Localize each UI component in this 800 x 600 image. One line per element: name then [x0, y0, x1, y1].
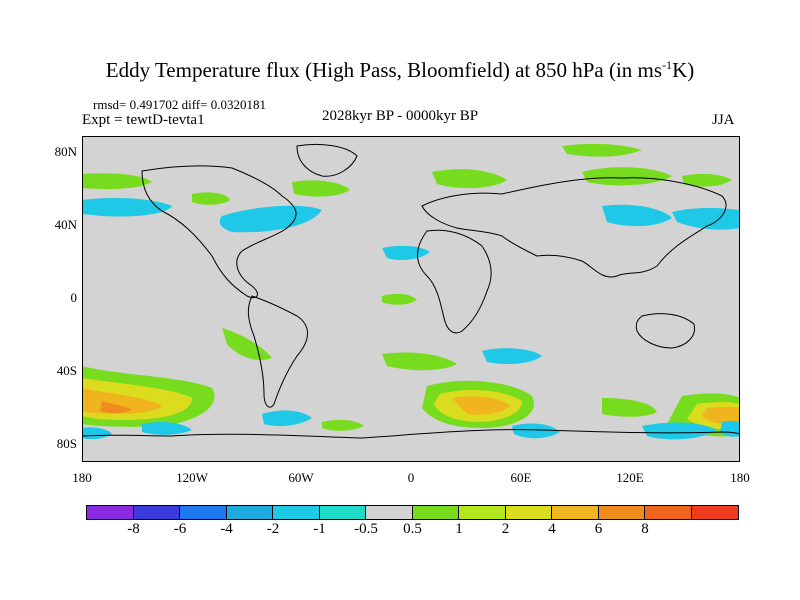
lon-label-0: 0 [407, 470, 415, 485]
colorbar-swatch [645, 506, 692, 519]
lat-label-0: 0 [70, 290, 78, 305]
colorbar-label: 8 [641, 521, 649, 537]
season-label: JJA [712, 112, 735, 128]
experiment-label: Expt = tewtD-tevta1 [82, 112, 205, 128]
negative-flux-patches [82, 198, 740, 440]
colorbar-label: -4 [220, 521, 233, 537]
lon-label-180w: 180 [72, 470, 92, 485]
period-label: 2028kyr BP - 0000kyr BP [322, 108, 479, 124]
lon-label-120w: 120W [176, 470, 208, 485]
colorbar [86, 505, 739, 520]
map-field [82, 143, 740, 440]
colorbar-swatch [598, 506, 645, 519]
lon-label-120e: 120E [616, 470, 644, 485]
colorbar-swatch [226, 506, 273, 519]
positive-flux-patches [82, 143, 732, 431]
lon-label-180e: 180 [730, 470, 750, 485]
colorbar-label: 2 [501, 521, 510, 537]
coastlines [82, 143, 740, 439]
colorbar-label: -6 [173, 521, 187, 537]
colorbar-swatch [552, 506, 599, 519]
lat-label-80n: 80N [54, 144, 77, 159]
colorbar-label: 6 [594, 521, 603, 537]
colorbar-label: -8 [127, 521, 140, 537]
colorbar-swatch [691, 506, 738, 519]
colorbar-swatch [273, 506, 320, 519]
lat-label-80s: 80S [56, 436, 77, 451]
plot-title: Eddy Temperature flux (High Pass, Bloomf… [105, 58, 695, 82]
colorbar-label: 1 [455, 521, 463, 537]
colorbar-label: 0.5 [403, 521, 422, 537]
colorbar-swatch [180, 506, 227, 519]
stats-label: rmsd= 0.491702 diff= 0.0320181 [93, 97, 266, 112]
lat-label-40s: 40S [56, 363, 77, 378]
colorbar-swatch [366, 506, 413, 519]
colorbar-label: -2 [266, 521, 280, 537]
colorbar-label: -0.5 [354, 521, 378, 537]
colorbar-swatch [505, 506, 552, 519]
colorbar-swatch [412, 506, 459, 519]
colorbar-swatch [459, 506, 506, 519]
lon-label-60e: 60E [510, 470, 532, 485]
lon-label-60w: 60W [288, 470, 314, 485]
map-panel [82, 136, 740, 462]
colorbar-label: 4 [548, 521, 556, 537]
colorbar-swatch [87, 506, 134, 519]
lat-label-40n: 40N [54, 217, 77, 232]
colorbar-swatch [133, 506, 180, 519]
colorbar-label: -1 [313, 521, 326, 537]
colorbar-swatch [319, 506, 366, 519]
